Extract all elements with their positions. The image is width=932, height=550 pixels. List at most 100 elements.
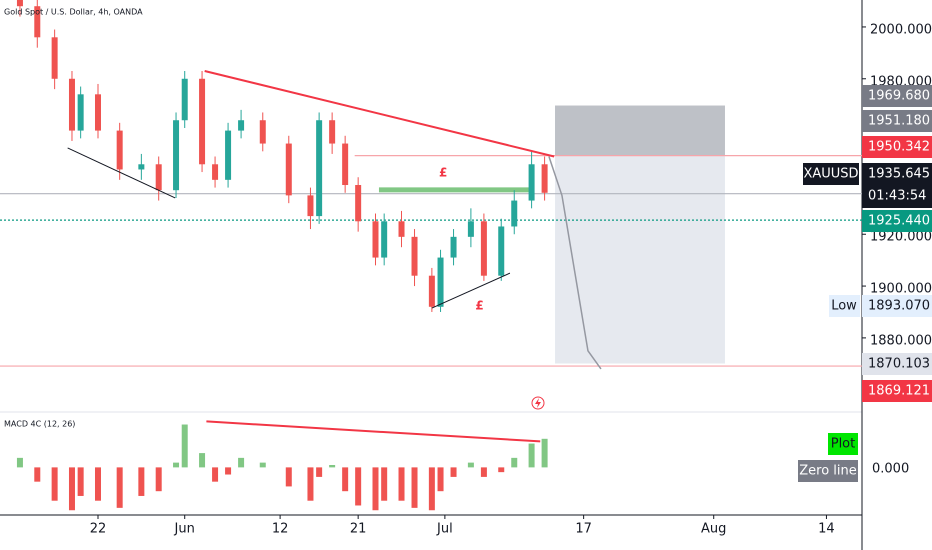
macd-bar [307, 467, 314, 501]
trendline [431, 272, 511, 309]
macd-bar [355, 467, 362, 506]
x-tick-label: Jul [436, 522, 453, 537]
macd-bar [116, 467, 123, 508]
projection-line [548, 156, 602, 370]
candle-body [342, 143, 349, 186]
macd-bar [411, 467, 418, 508]
x-tick-label: 14 [818, 522, 835, 537]
macd-bar [498, 467, 505, 473]
macd-bar [467, 462, 474, 468]
macd-bar [181, 424, 188, 468]
macd-bar [155, 467, 162, 492]
price-badge [862, 380, 932, 402]
candle-body [199, 78, 206, 165]
macd-bar [511, 457, 518, 468]
x-tick-label: 17 [575, 522, 592, 537]
candle-body [94, 94, 101, 131]
countdown: 01:43:54 [868, 189, 926, 204]
candle-body [259, 120, 266, 144]
stop-zone [555, 155, 725, 364]
candle-body [316, 120, 323, 217]
chart-title: Gold Spot / U.S. Dollar, 4h, OANDA [4, 8, 143, 17]
candle-body [467, 221, 474, 237]
trendline [67, 147, 176, 199]
legend-button[interactable] [798, 460, 858, 482]
price-badge [862, 110, 932, 132]
price-badge-label: 1925.440 [868, 214, 930, 229]
price-badge [862, 163, 932, 208]
legend-button[interactable] [828, 433, 858, 455]
macd-bar [77, 467, 84, 496]
candle-body [16, 0, 23, 7]
macd-bar [225, 467, 232, 475]
candle-body [225, 130, 232, 180]
candle-body [381, 221, 388, 258]
candle-body [541, 164, 548, 193]
candle-body [398, 221, 405, 237]
x-tick-label: 21 [350, 522, 367, 537]
y-tick-label: 1880.000 [870, 333, 932, 348]
legend-button-label: Plot [831, 437, 856, 452]
candle-body [411, 236, 418, 276]
macd-bar [372, 467, 379, 511]
macd-bar [437, 467, 444, 492]
x-tick-label: 22 [90, 522, 107, 537]
candle-body [355, 185, 362, 222]
badge-name: Low [831, 299, 857, 314]
price-badge-label: 1893.070 [868, 299, 930, 314]
macd-bar [541, 438, 548, 468]
macd-bar [138, 467, 145, 496]
candle-body [450, 236, 457, 258]
x-tick-label: Jun [174, 522, 195, 537]
target-zone [555, 105, 725, 156]
candle-body [428, 275, 435, 307]
candle-body [372, 221, 379, 258]
candle-body [238, 120, 245, 131]
macd-bar [68, 467, 75, 511]
candle-body [181, 78, 188, 121]
macd-trendline [206, 420, 541, 443]
candle-body [285, 143, 292, 196]
macd-bar [34, 467, 41, 482]
candle-body [437, 257, 444, 307]
price-badge [862, 295, 932, 317]
macd-bar [428, 467, 435, 511]
macd-bar [51, 467, 58, 501]
macd-title: MACD 4C (12, 26) [4, 420, 75, 429]
plot: 2000.0001980.0001920.0001900.0001880.000… [0, 0, 932, 537]
macd-bar [381, 467, 388, 501]
trendline [204, 70, 555, 158]
macd-bar [238, 457, 245, 468]
event-icon-bolt [535, 398, 541, 408]
event-icon[interactable] [531, 396, 545, 410]
y-tick-label: 1920.000 [870, 230, 932, 245]
candle-body [480, 221, 487, 276]
candle-body [155, 164, 162, 191]
candle-body [34, 6, 41, 38]
macd-bar [450, 467, 457, 477]
macd-bar [329, 465, 336, 468]
price-badge [862, 85, 932, 107]
candle-body [173, 120, 180, 191]
price-badge-label: 1969.680 [868, 89, 930, 104]
candle-body [528, 164, 535, 201]
price-badge [862, 210, 932, 232]
macd-bar [212, 467, 219, 482]
legend-button-label: Zero line [799, 464, 857, 479]
macd-zero-label: 0.000 [872, 462, 909, 477]
price-badge-label: 1951.180 [868, 114, 930, 129]
price-badge-label: 1869.121 [868, 384, 930, 399]
price-badge [862, 136, 932, 158]
macd-bar [259, 462, 266, 468]
macd-bar [285, 467, 292, 487]
x-tick-label: 12 [272, 522, 289, 537]
candle-body [51, 37, 58, 79]
macd-bar [16, 457, 23, 468]
price-badge-label: 1950.342 [868, 140, 930, 155]
price-badge-label: 1935.645 [868, 167, 930, 182]
x-tick-label: Aug [701, 522, 726, 537]
macd-bar [342, 467, 349, 492]
pattern-note: £ [475, 299, 483, 313]
macd-bar [528, 443, 535, 468]
